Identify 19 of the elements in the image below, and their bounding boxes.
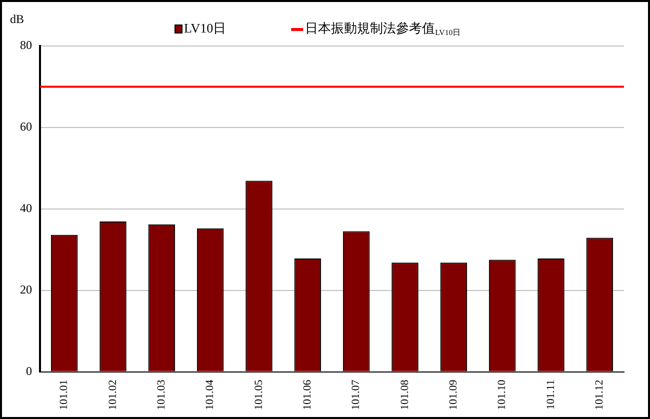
- x-tick-label: 101.04: [204, 379, 216, 410]
- x-tick-label: 101.12: [594, 380, 606, 410]
- x-tick-label: 101.06: [302, 379, 314, 410]
- y-tick-label: 80: [20, 38, 32, 52]
- x-tick-label: 101.01: [58, 380, 70, 410]
- y-tick-label: 20: [20, 282, 32, 296]
- legend-label: LV10日: [184, 20, 226, 36]
- x-tick-label: 101.10: [496, 379, 508, 410]
- x-tick-label: 101.11: [544, 380, 557, 410]
- x-tick-label: 101.03: [156, 379, 168, 410]
- y-tick-label: 40: [20, 201, 32, 216]
- x-tick-label: 101.09: [448, 379, 460, 410]
- y-tick-label: 60: [20, 120, 32, 134]
- x-tick-label: 101.05: [252, 379, 265, 410]
- x-tick-label: 101.08: [398, 379, 411, 410]
- y-tick-label: 0: [26, 364, 32, 378]
- x-tick-label: 101.02: [106, 380, 119, 410]
- x-tick-label: 101.07: [350, 379, 362, 410]
- y-axis-title: dB: [10, 12, 24, 26]
